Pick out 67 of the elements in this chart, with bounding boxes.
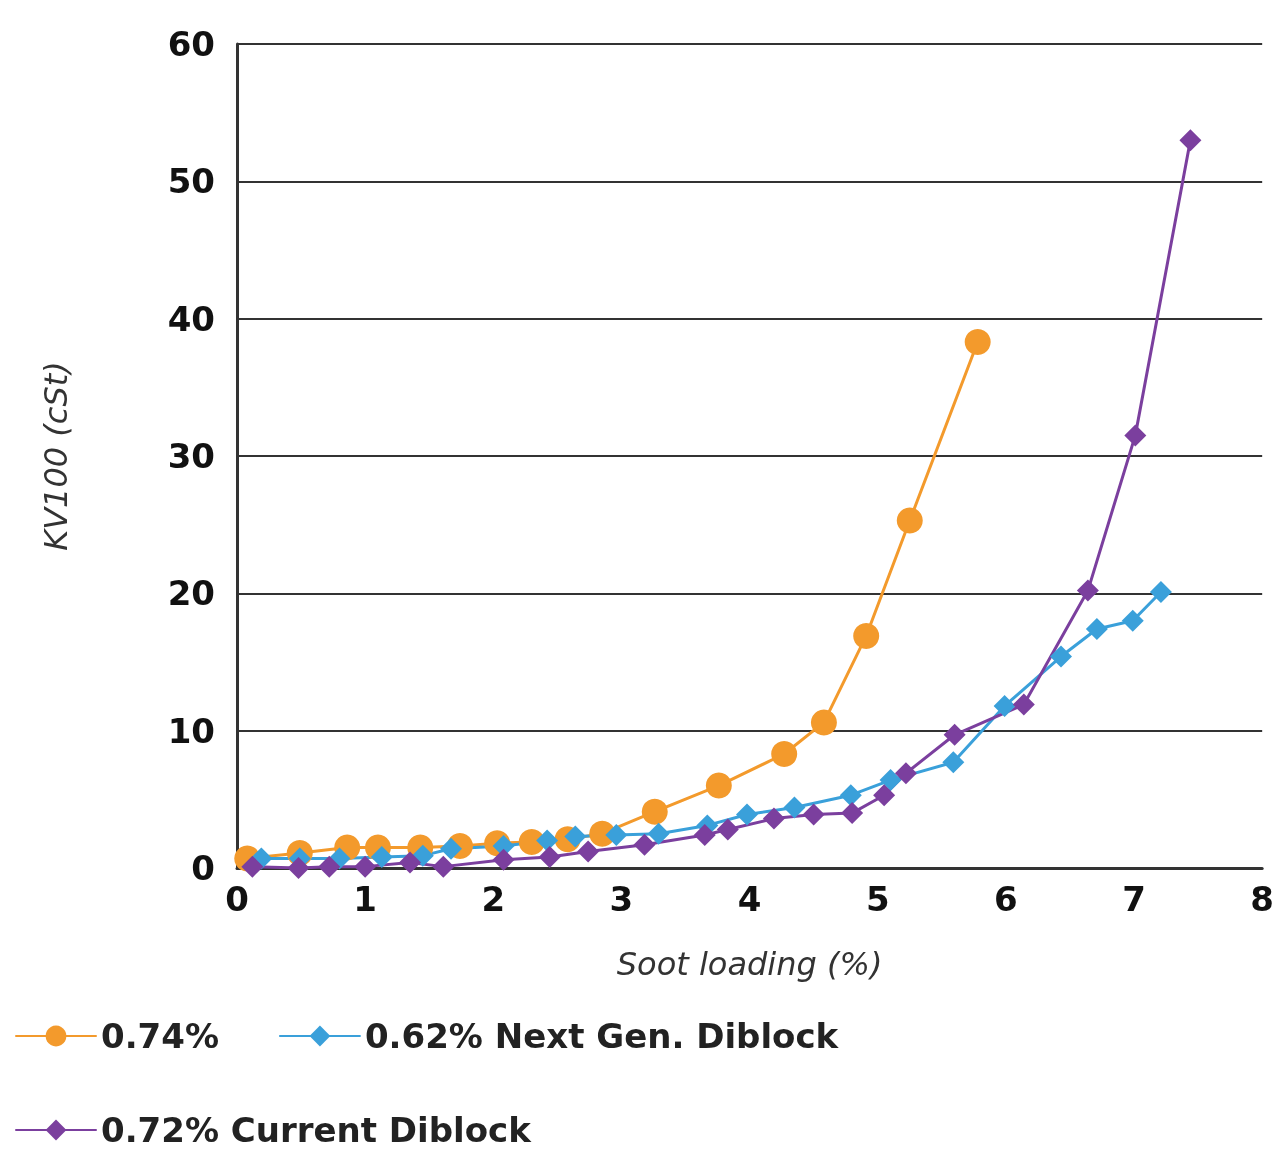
y-tick-label: 20 bbox=[167, 573, 215, 614]
legend-label: 0.62% Next Gen. Diblock bbox=[364, 1016, 840, 1056]
point bbox=[647, 822, 670, 845]
point bbox=[605, 824, 628, 847]
point bbox=[873, 784, 896, 807]
x-tick-label: 4 bbox=[737, 879, 762, 919]
y-tick-label: 30 bbox=[167, 436, 215, 476]
point bbox=[633, 833, 656, 856]
legend-label: 0.72% Current Diblock bbox=[101, 1110, 533, 1150]
point bbox=[783, 796, 806, 819]
point bbox=[318, 855, 341, 878]
point bbox=[440, 837, 462, 860]
y-tick-label: 10 bbox=[167, 710, 215, 751]
y-axis-title: KV100 (cSt) bbox=[37, 361, 75, 551]
point bbox=[841, 802, 864, 825]
point bbox=[1012, 693, 1035, 716]
point bbox=[1124, 424, 1147, 447]
x-tick-label: 0 bbox=[225, 879, 249, 919]
point bbox=[771, 741, 798, 768]
y-tick-label: 0 bbox=[191, 848, 215, 888]
legend-label: 0.74% bbox=[101, 1016, 219, 1056]
point bbox=[693, 824, 716, 847]
point bbox=[1179, 129, 1202, 152]
point bbox=[536, 829, 559, 852]
point bbox=[432, 855, 455, 878]
x-axis-title: Soot loading (%) bbox=[616, 945, 883, 983]
point bbox=[641, 798, 668, 825]
point bbox=[839, 784, 862, 807]
point bbox=[538, 846, 561, 869]
point bbox=[802, 803, 825, 826]
point bbox=[564, 825, 587, 848]
point bbox=[716, 818, 739, 841]
x-tick-label: 3 bbox=[609, 879, 634, 919]
x-tick-label: 5 bbox=[865, 879, 890, 919]
point bbox=[1076, 579, 1099, 602]
point bbox=[879, 769, 902, 792]
x-tick-label: 1 bbox=[353, 879, 377, 919]
point bbox=[1085, 618, 1108, 641]
point bbox=[762, 807, 785, 830]
point bbox=[1121, 609, 1144, 632]
point bbox=[1149, 580, 1172, 603]
point bbox=[492, 848, 515, 871]
point bbox=[896, 507, 923, 534]
y-tick-label: 40 bbox=[167, 298, 215, 339]
point bbox=[241, 855, 264, 878]
y-tick-label: 60 bbox=[167, 24, 215, 64]
point bbox=[399, 851, 421, 874]
point bbox=[411, 844, 434, 867]
point bbox=[705, 772, 732, 799]
y-tick-label: 50 bbox=[167, 161, 215, 202]
x-tick-label: 8 bbox=[1250, 879, 1275, 919]
point bbox=[942, 751, 965, 774]
point bbox=[810, 709, 837, 736]
point bbox=[577, 840, 600, 863]
point bbox=[354, 855, 377, 878]
point bbox=[287, 857, 310, 879]
point bbox=[1049, 645, 1072, 668]
x-tick-label: 2 bbox=[481, 879, 506, 919]
point bbox=[964, 329, 991, 356]
point bbox=[943, 723, 966, 746]
point bbox=[993, 694, 1016, 717]
point bbox=[370, 846, 393, 869]
point bbox=[736, 803, 759, 826]
x-tick-label: 6 bbox=[994, 879, 1018, 919]
point bbox=[853, 622, 880, 649]
x-tick-label: 7 bbox=[1122, 879, 1146, 919]
point bbox=[894, 762, 917, 785]
